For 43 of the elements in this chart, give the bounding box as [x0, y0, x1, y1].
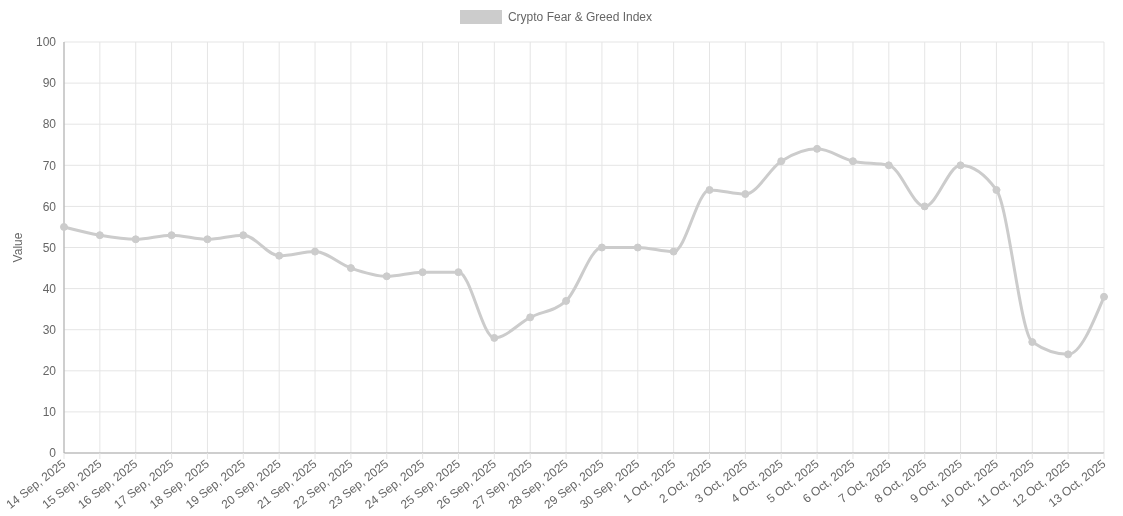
- point: [992, 185, 1001, 194]
- y-tick-label: 90: [42, 76, 57, 91]
- point: [597, 243, 606, 252]
- point: [311, 247, 320, 256]
- point: [418, 268, 427, 277]
- point: [131, 235, 140, 244]
- point: [60, 222, 68, 231]
- point: [562, 296, 571, 305]
- point: [239, 231, 248, 240]
- y-tick-label: 40: [42, 281, 57, 296]
- point: [526, 313, 535, 322]
- point: [1100, 292, 1108, 301]
- point: [346, 264, 355, 273]
- point: [848, 157, 857, 166]
- point: [813, 144, 822, 153]
- point: [95, 231, 104, 240]
- legend-label: Crypto Fear & Greed Index: [507, 10, 653, 24]
- y-tick-label: 0: [49, 446, 57, 461]
- point: [633, 243, 642, 252]
- point: [741, 190, 750, 199]
- point: [275, 251, 284, 260]
- y-tick-label: 70: [42, 158, 57, 173]
- point: [777, 157, 786, 166]
- point: [382, 272, 391, 281]
- point: [669, 247, 678, 256]
- y-axis-title: Value: [11, 232, 25, 263]
- point: [956, 161, 965, 170]
- point: [1028, 338, 1037, 347]
- y-tick-label: 10: [42, 405, 57, 420]
- y-tick-label: 80: [42, 117, 57, 132]
- y-tick-label: 50: [42, 240, 57, 255]
- y-tick-label: 60: [42, 199, 57, 214]
- point: [920, 202, 929, 211]
- point: [1064, 350, 1073, 359]
- point: [203, 235, 212, 244]
- point: [454, 268, 463, 277]
- point: [167, 231, 176, 240]
- point: [884, 161, 893, 170]
- y-tick-label: 20: [42, 364, 57, 379]
- point: [705, 185, 714, 194]
- y-tick-label: 100: [35, 35, 57, 50]
- point: [490, 333, 499, 342]
- y-tick-label: 30: [42, 322, 57, 337]
